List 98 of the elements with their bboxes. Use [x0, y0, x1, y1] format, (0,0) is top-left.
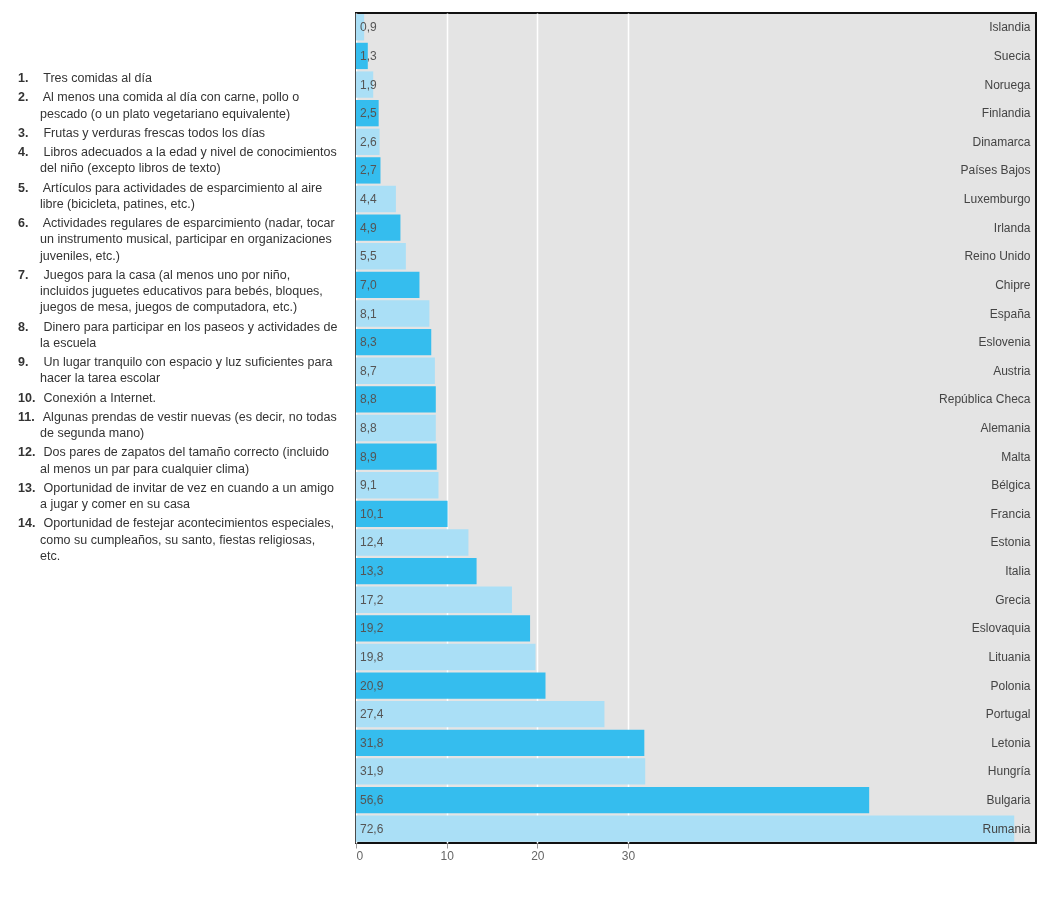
text: 14. Oportunidad de festejar acontecimientos especiales, como su cumpleaños, su santo, fiestas religiosas, etc.: [18, 515, 335, 564]
y-tick-label: Polonia: [990, 678, 1031, 693]
data-label: 19,2: [360, 621, 384, 636]
y-tick-label: Bulgaria: [986, 793, 1031, 808]
x-tick-label: 10: [440, 848, 455, 863]
y-tick-label: Austria: [993, 363, 1031, 378]
data-label: 31,8: [360, 735, 384, 750]
data-label: 20,9: [360, 678, 384, 693]
bar: [356, 786, 870, 814]
y-tick-label: Luxemburgo: [963, 192, 1031, 207]
bar: [356, 500, 448, 528]
data-label: 8,9: [360, 449, 378, 464]
bar: [356, 557, 477, 585]
data-label: 72,6: [360, 821, 384, 836]
text: 4. Libros adecuados a la edad y nivel de conocimientos del niño (excepto libros de texto): [18, 145, 337, 176]
data-label: 2,6: [360, 134, 378, 149]
data-label: 1,9: [360, 77, 378, 92]
bar: [356, 271, 420, 299]
y-tick-label: Chipre: [995, 277, 1031, 292]
data-label: 2,7: [360, 163, 378, 178]
y-tick-label: Noruega: [984, 77, 1031, 92]
y-tick-label: Finlandia: [981, 106, 1031, 121]
y-tick-label: Malta: [1001, 449, 1031, 464]
bar: [356, 328, 432, 356]
data-label: 7,0: [360, 277, 378, 292]
text: 2. Al menos una comida al día con carne, pollo o pescado (o un plato vegetariano equivalente): [18, 89, 301, 122]
y-tick-label: Grecia: [995, 592, 1031, 607]
data-label: 31,9: [360, 764, 384, 779]
y-tick-label: Lituania: [988, 649, 1031, 664]
data-label: 4,9: [360, 220, 378, 235]
x-tick-label: 0: [356, 848, 364, 863]
data-label: 9,1: [360, 478, 378, 493]
data-label: 2,5: [360, 106, 378, 121]
data-label: 27,4: [360, 707, 384, 722]
data-label: 12,4: [360, 535, 384, 550]
bar: [356, 214, 401, 241]
y-tick-label: Irlanda: [993, 220, 1031, 235]
y-tick-label: Estonia: [990, 535, 1031, 550]
y-tick-label: España: [989, 306, 1031, 321]
bar: [356, 643, 536, 671]
bar: [356, 414, 436, 442]
bar: [356, 243, 406, 270]
y-tick-label: Islandia: [989, 20, 1031, 35]
text: 6. Actividades regulares de esparcimiento (nadar, tocar un instrumento musical, participar en organizaciones juveniles, etc.): [18, 215, 336, 264]
bar: [356, 529, 469, 556]
y-tick-label: Bélgica: [991, 478, 1031, 493]
text: 1. Tres comidas al día: [18, 70, 153, 87]
bar: [356, 615, 531, 642]
y-tick-label: Alemania: [980, 421, 1031, 435]
bar: [356, 701, 605, 728]
text: 3. Frutas y verduras frescas todos los días: [18, 125, 266, 140]
data-label: 8,1: [360, 306, 378, 321]
data-label: 4,4: [360, 192, 378, 207]
y-tick-label: Reino Unido: [964, 249, 1031, 264]
data-label: 0,9: [360, 20, 378, 35]
y-tick-label: Dinamarca: [972, 134, 1031, 149]
text: 8. Dinero para participar en los paseos y actividades de la escuela: [18, 319, 338, 350]
text: 11. Algunas prendas de vestir nuevas (es decir, no todas de segunda mano): [18, 408, 338, 442]
bar: [356, 586, 512, 613]
bar: [356, 443, 437, 470]
bar: [356, 758, 646, 785]
bar: [356, 300, 430, 327]
text: 13. Oportunidad de invitar de vez en cuando a un amigo a jugar y comer en su casa: [18, 479, 335, 513]
bar: [356, 672, 546, 699]
y-tick-label: Países Bajos: [960, 163, 1031, 178]
data-label: 19,8: [360, 649, 384, 664]
data-label: 8,7: [360, 363, 378, 378]
text: 9. Un lugar tranquilo con espacio y luz suficientes para hacer la tarea escolar: [18, 355, 333, 386]
data-label: 8,8: [360, 421, 378, 435]
y-tick-label: Francia: [990, 506, 1031, 521]
y-tick-label: Eslovaquia: [971, 621, 1031, 636]
text: 5. Artículos para actividades de esparcimiento al aire libre (bicicleta, patines, etc.): [18, 179, 324, 212]
y-tick-label: Letonia: [991, 735, 1031, 750]
x-tick-label: 30: [621, 848, 636, 863]
y-tick-label: Hungría: [987, 764, 1031, 779]
bar: [356, 157, 381, 184]
data-label: 10,1: [360, 506, 384, 521]
text: 12. Dos pares de zapatos del tamaño correcto (incluido al menos un par para cualquier clima): [18, 444, 331, 477]
y-tick-label: Italia: [1005, 564, 1031, 579]
data-label: 5,5: [360, 249, 378, 264]
y-tick-label: Rumania: [982, 821, 1031, 836]
data-label: 13,3: [360, 564, 384, 579]
data-label: 17,2: [360, 592, 384, 607]
bar: [356, 472, 439, 499]
x-tick-label: 20: [531, 848, 545, 863]
y-tick-label: Portugal: [985, 707, 1031, 722]
text: 10. Conexión a Internet.: [18, 389, 158, 406]
text: 7. Juegos para la casa (al menos uno por niño, incluidos juguetes educativos para bebés, bloques, juegos de mesa, juegos de computadora, etc.): [18, 267, 323, 315]
data-label: 8,8: [360, 392, 378, 407]
data-label: 56,6: [360, 793, 384, 808]
y-tick-label: República Checa: [939, 392, 1031, 407]
bar: [356, 386, 436, 413]
y-tick-label: Eslovenia: [978, 335, 1031, 350]
y-tick-label: Suecia: [993, 48, 1031, 63]
bar: [356, 185, 396, 213]
data-label: 8,3: [360, 335, 378, 350]
bar: [356, 729, 645, 756]
bar: [356, 357, 435, 384]
